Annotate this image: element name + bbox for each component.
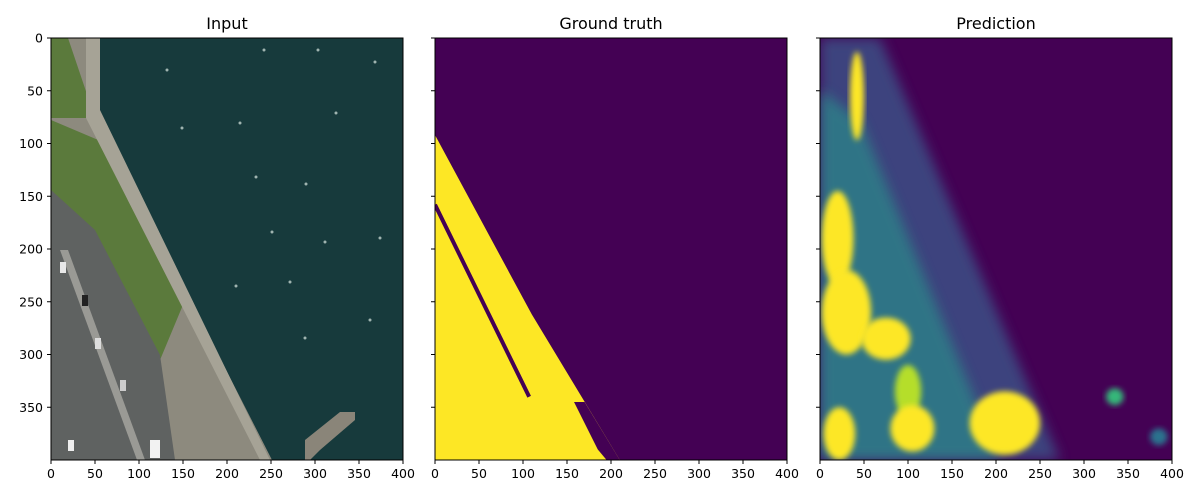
x-tick-label: 200	[984, 466, 1008, 481]
panel-ground-truth-title: Ground truth	[559, 14, 662, 33]
x-tick-label: 300	[687, 466, 711, 481]
x-tick-label: 0	[816, 466, 824, 481]
y-tick-label: 300	[19, 347, 43, 362]
x-tick-label: 200	[215, 466, 239, 481]
grass-top	[51, 38, 95, 118]
prediction-hotspot	[894, 365, 922, 418]
car	[95, 338, 101, 349]
y-tick-label: 100	[19, 136, 43, 151]
x-tick-label: 150	[940, 466, 964, 481]
prediction-hotspot	[821, 190, 854, 286]
x-tick-label: 50	[471, 466, 487, 481]
x-tick-label: 200	[599, 466, 623, 481]
mask-gap-line	[435, 203, 531, 398]
x-tick-label: 100	[511, 466, 535, 481]
panel-prediction-title: Prediction	[956, 14, 1035, 33]
pier-notch	[574, 401, 620, 460]
panel-input-ticks: 0 50 100 150 200 250 300 350 400 0 50 100 150 200 250 3…	[19, 31, 415, 482]
bus	[150, 440, 160, 458]
water-buoys	[165, 48, 382, 340]
y-tick-label: 250	[19, 294, 43, 309]
x-tick-label: 50	[856, 466, 872, 481]
x-tick-label: 350	[1116, 466, 1140, 481]
car	[82, 295, 88, 306]
grass-strip	[51, 120, 185, 360]
x-tick-label: 150	[171, 466, 195, 481]
prediction-hotspot	[1150, 428, 1168, 446]
pier	[305, 412, 355, 460]
x-tick-label: 100	[127, 466, 151, 481]
prediction-hotspot	[969, 391, 1040, 455]
panel-ground-truth-ticks: 0 50 100 150 200 250 300 350 400	[431, 37, 799, 481]
x-tick-label: 250	[259, 466, 283, 481]
x-tick-label: 400	[1160, 466, 1184, 481]
x-tick-label: 300	[1072, 466, 1096, 481]
car	[68, 440, 74, 451]
x-tick-label: 300	[303, 466, 327, 481]
x-tick-label: 100	[896, 466, 920, 481]
x-tick-label: 400	[775, 466, 799, 481]
prediction-hotspot	[823, 407, 856, 460]
road-median	[60, 250, 145, 460]
y-tick-label: 0	[35, 31, 43, 46]
prediction-hotspot	[821, 270, 872, 355]
car	[60, 262, 66, 273]
panel-prediction: Prediction 0 50 100 150 200 250 300 350 400	[816, 14, 1184, 481]
x-tick-label: 0	[431, 466, 439, 481]
x-tick-label: 150	[555, 466, 579, 481]
y-tick-label: 50	[27, 83, 43, 98]
x-tick-label: 250	[1028, 466, 1052, 481]
x-tick-label: 350	[347, 466, 371, 481]
prediction-hotspot	[849, 51, 865, 141]
road-area	[51, 190, 175, 460]
panel-ground-truth: Ground truth 0 50 100 150 200 250 300 350 400	[431, 14, 799, 481]
prediction-hotspot	[861, 317, 911, 360]
mid-confidence-region	[820, 90, 1000, 460]
x-tick-label: 50	[87, 466, 103, 481]
prediction-hotspot	[1106, 388, 1124, 406]
panel-input-title: Input	[206, 14, 247, 33]
y-tick-label: 350	[19, 400, 43, 415]
panel-prediction-ticks: 0 50 100 150 200 250 300 350 400	[816, 37, 1184, 481]
prediction-hotspot	[890, 405, 935, 452]
x-tick-label: 0	[47, 466, 55, 481]
ground-truth-image	[435, 38, 787, 460]
prediction-image	[820, 38, 1172, 460]
x-tick-label: 250	[643, 466, 667, 481]
input-image	[51, 38, 403, 460]
foreground-mask	[435, 135, 620, 460]
y-tick-label: 150	[19, 189, 43, 204]
x-tick-label: 350	[731, 466, 755, 481]
y-tick-label: 200	[19, 242, 43, 257]
panel-input: Input 0 50 100 150	[19, 14, 415, 481]
x-tick-label: 400	[391, 466, 415, 481]
prediction-hotspots	[821, 51, 1168, 460]
car	[120, 380, 126, 391]
